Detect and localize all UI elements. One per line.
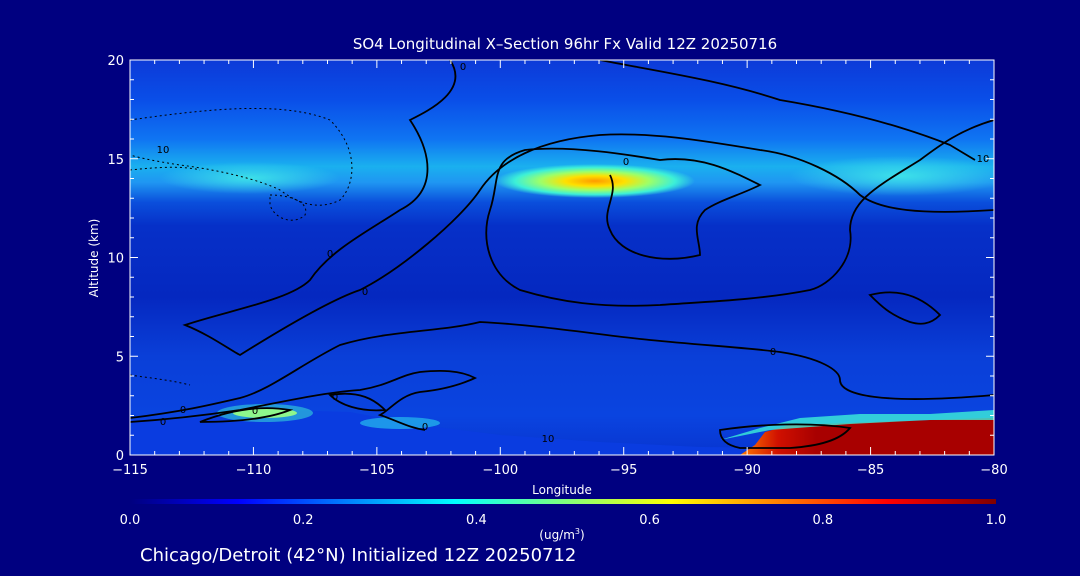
- colorbar-tick-label: 0.4: [466, 513, 487, 528]
- x-tick-label: −115: [112, 463, 148, 478]
- y-tick-label: 10: [107, 252, 124, 267]
- colorbar-gradient: [130, 499, 996, 504]
- contour-label: 10: [542, 434, 555, 445]
- contour-label: 0: [160, 417, 166, 428]
- x-tick-label: −80: [980, 463, 1007, 478]
- contour-line: [719, 423, 852, 449]
- colorbar-tick-label: 0.8: [812, 513, 833, 528]
- surface-plume-west-glow: [217, 404, 313, 422]
- colorbar-units: (ug/m3): [539, 527, 584, 542]
- contour-line: [199, 407, 294, 423]
- band-glow-west: [160, 162, 340, 194]
- colorbar-ticks: 0.0 0.2 0.4 0.6 0.8 1.0: [120, 513, 1007, 528]
- contour-label: 0: [623, 157, 629, 168]
- y-axis-label: Altitude (km): [87, 219, 101, 298]
- x-tick-label: −110: [236, 463, 272, 478]
- terrain-mask: [130, 410, 994, 455]
- y-tick-label: 20: [107, 54, 124, 69]
- contour-line: [485, 119, 994, 307]
- contour-label: 0: [180, 405, 186, 416]
- contours: [130, 60, 994, 449]
- x-tick-label: −100: [482, 463, 518, 478]
- surface-plume-east-edge: [720, 410, 994, 440]
- x-tick-label: −105: [359, 463, 395, 478]
- x-axis-label: Longitude: [532, 483, 592, 497]
- contour-line: [599, 60, 976, 161]
- contour-line-dotted: [269, 194, 307, 221]
- contour-label: 0: [362, 287, 368, 298]
- x-tick-label: −90: [733, 463, 760, 478]
- contour-label: 0: [327, 249, 333, 260]
- contour-label: 10: [977, 154, 990, 165]
- y-axis: 0 5 10 15 20: [107, 54, 994, 464]
- contour-line-dotted: [130, 107, 353, 206]
- contour-label: 0: [422, 422, 428, 433]
- plot-area: [130, 60, 994, 455]
- colorbar-units-close: ): [580, 528, 585, 542]
- colorbar-tick-label: 0.0: [120, 513, 141, 528]
- colorbar: 0.0 0.2 0.4 0.6 0.8 1.0 (ug/m3): [120, 499, 1007, 542]
- contour-label: 0: [332, 392, 338, 403]
- heatmap-background: [130, 60, 994, 455]
- contour-label: 0: [252, 406, 258, 417]
- colorbar-tick-label: 1.0: [986, 513, 1007, 528]
- contour-label: 10: [157, 145, 170, 156]
- contours-dotted: [130, 107, 353, 386]
- x-axis: −115 −110 −105 −100 −95 −90 −85 −80: [112, 60, 1008, 478]
- contour-line-dotted: [130, 166, 201, 171]
- colorbar-tick-label: 0.6: [639, 513, 660, 528]
- footer-text: Chicago/Detroit (42°N) Initialized 12Z 2…: [140, 545, 576, 566]
- contour-label: 0: [770, 347, 776, 358]
- colorbar-tick-label: 0.2: [293, 513, 314, 528]
- contour-labels: 0 10 0 10 0 0 0 0 0 0 0 10 0: [157, 62, 990, 445]
- contour-line: [868, 291, 942, 325]
- contour-line: [182, 60, 994, 357]
- y-tick-label: 5: [116, 350, 124, 365]
- contour-line: [328, 392, 388, 412]
- x-tick-label: −95: [610, 463, 637, 478]
- colorbar-units-superscript: 3: [575, 527, 580, 536]
- band-hotspot: [495, 164, 695, 198]
- x-tick-label: −85: [857, 463, 884, 478]
- chart-title: SO4 Longitudinal X–Section 96hr Fx Valid…: [353, 35, 777, 53]
- y-tick-label: 15: [107, 153, 124, 168]
- band-glow-east: [790, 156, 994, 196]
- contour-line-dotted: [130, 374, 191, 386]
- y-tick-label: 0: [116, 449, 124, 464]
- contour-line: [130, 321, 994, 419]
- colorbar-units-main: (ug/m: [539, 528, 575, 542]
- contour-label: 0: [460, 62, 466, 73]
